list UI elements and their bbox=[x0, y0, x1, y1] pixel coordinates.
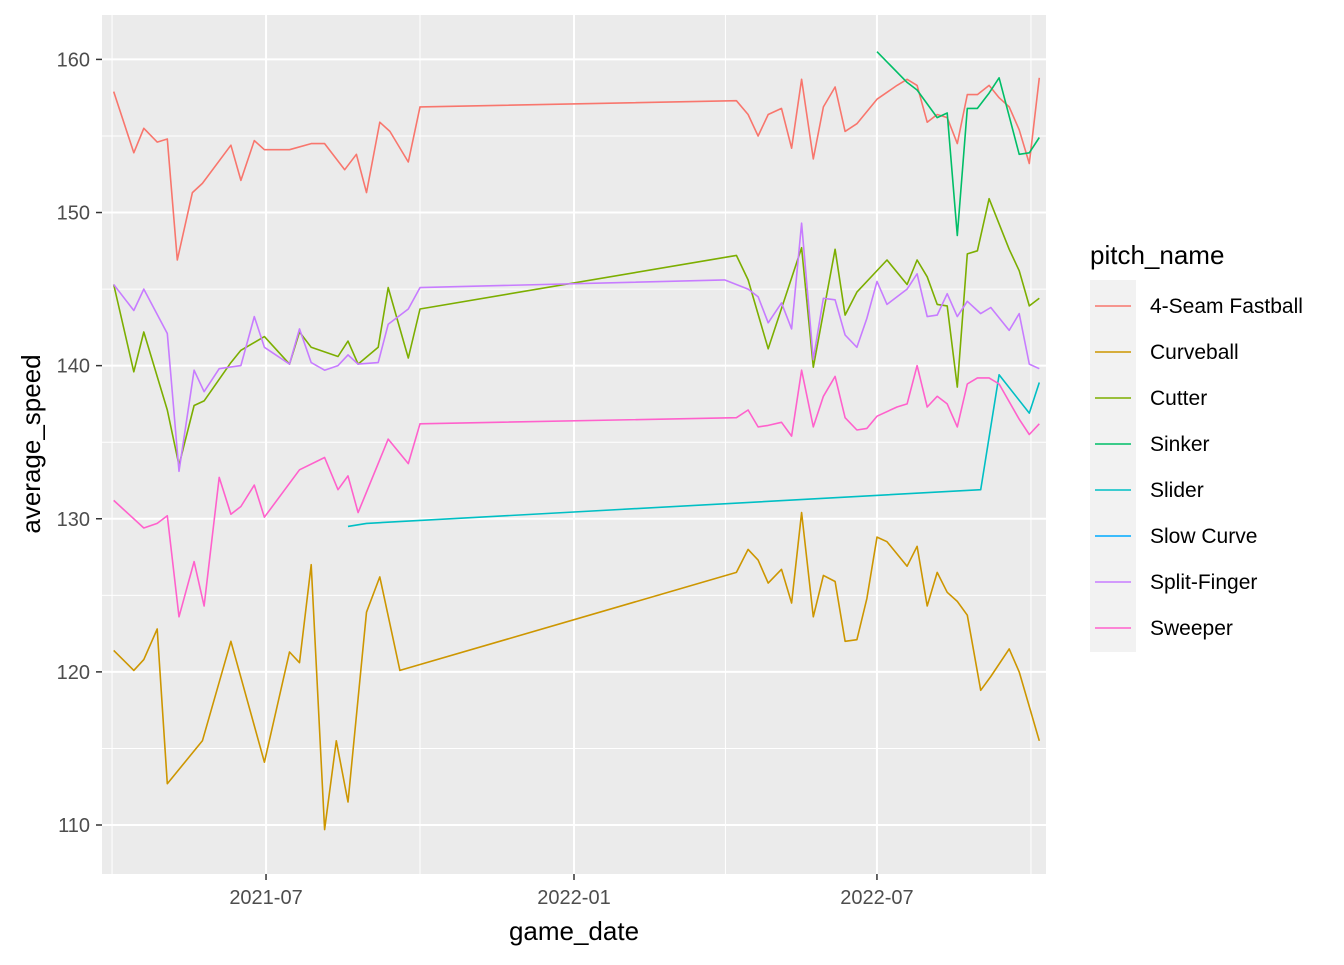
y-tick-label: 150 bbox=[57, 203, 90, 225]
y-tick-label: 120 bbox=[57, 662, 90, 684]
legend-label-slider: Slider bbox=[1150, 479, 1204, 502]
legend-items: 4-Seam Fastball Curveball Cutter Sinker Slid… bbox=[1095, 295, 1303, 640]
series-line-curveball bbox=[113, 511, 1041, 831]
legend-label-sinker: Sinker bbox=[1150, 433, 1210, 456]
series-lines bbox=[112, 51, 1041, 831]
series-line-4-seam-fastball bbox=[112, 77, 1041, 261]
y-tick-label: 140 bbox=[57, 356, 90, 378]
x-tick-label: 2022-07 bbox=[840, 887, 913, 909]
legend-background bbox=[1090, 280, 1136, 652]
legend-label-sweeper: Sweeper bbox=[1150, 617, 1233, 640]
series-line-sweeper bbox=[113, 364, 1040, 618]
grid-major bbox=[102, 15, 1046, 874]
series-line-slider bbox=[347, 373, 1041, 528]
y-axis: 110 120 130 140 150 160 bbox=[57, 49, 102, 837]
series-line-split-finger bbox=[113, 222, 1040, 473]
x-tick-label: 2022-01 bbox=[537, 887, 610, 909]
legend-label-4-seam-fastball: 4-Seam Fastball bbox=[1150, 295, 1303, 318]
legend-label-curveball: Curveball bbox=[1150, 341, 1239, 364]
y-axis-title: average_speed bbox=[16, 354, 46, 533]
legend: pitch_name 4-Seam Fastball Curveball Cutte… bbox=[1090, 240, 1303, 652]
y-tick-label: 130 bbox=[57, 509, 90, 531]
legend-label-slow-curve: Slow Curve bbox=[1150, 525, 1257, 548]
legend-label-cutter: Cutter bbox=[1150, 387, 1207, 410]
x-axis: 2021-07 2022-01 2022-07 bbox=[229, 874, 914, 909]
series-line-cutter bbox=[112, 197, 1040, 467]
y-tick-label: 160 bbox=[57, 49, 90, 71]
x-axis-title: game_date bbox=[509, 916, 639, 946]
y-tick-label: 110 bbox=[58, 815, 90, 837]
legend-title: pitch_name bbox=[1090, 240, 1224, 270]
series-line-sinker bbox=[876, 51, 1040, 237]
x-tick-label: 2021-07 bbox=[229, 887, 302, 909]
legend-label-split-finger: Split-Finger bbox=[1150, 571, 1257, 594]
